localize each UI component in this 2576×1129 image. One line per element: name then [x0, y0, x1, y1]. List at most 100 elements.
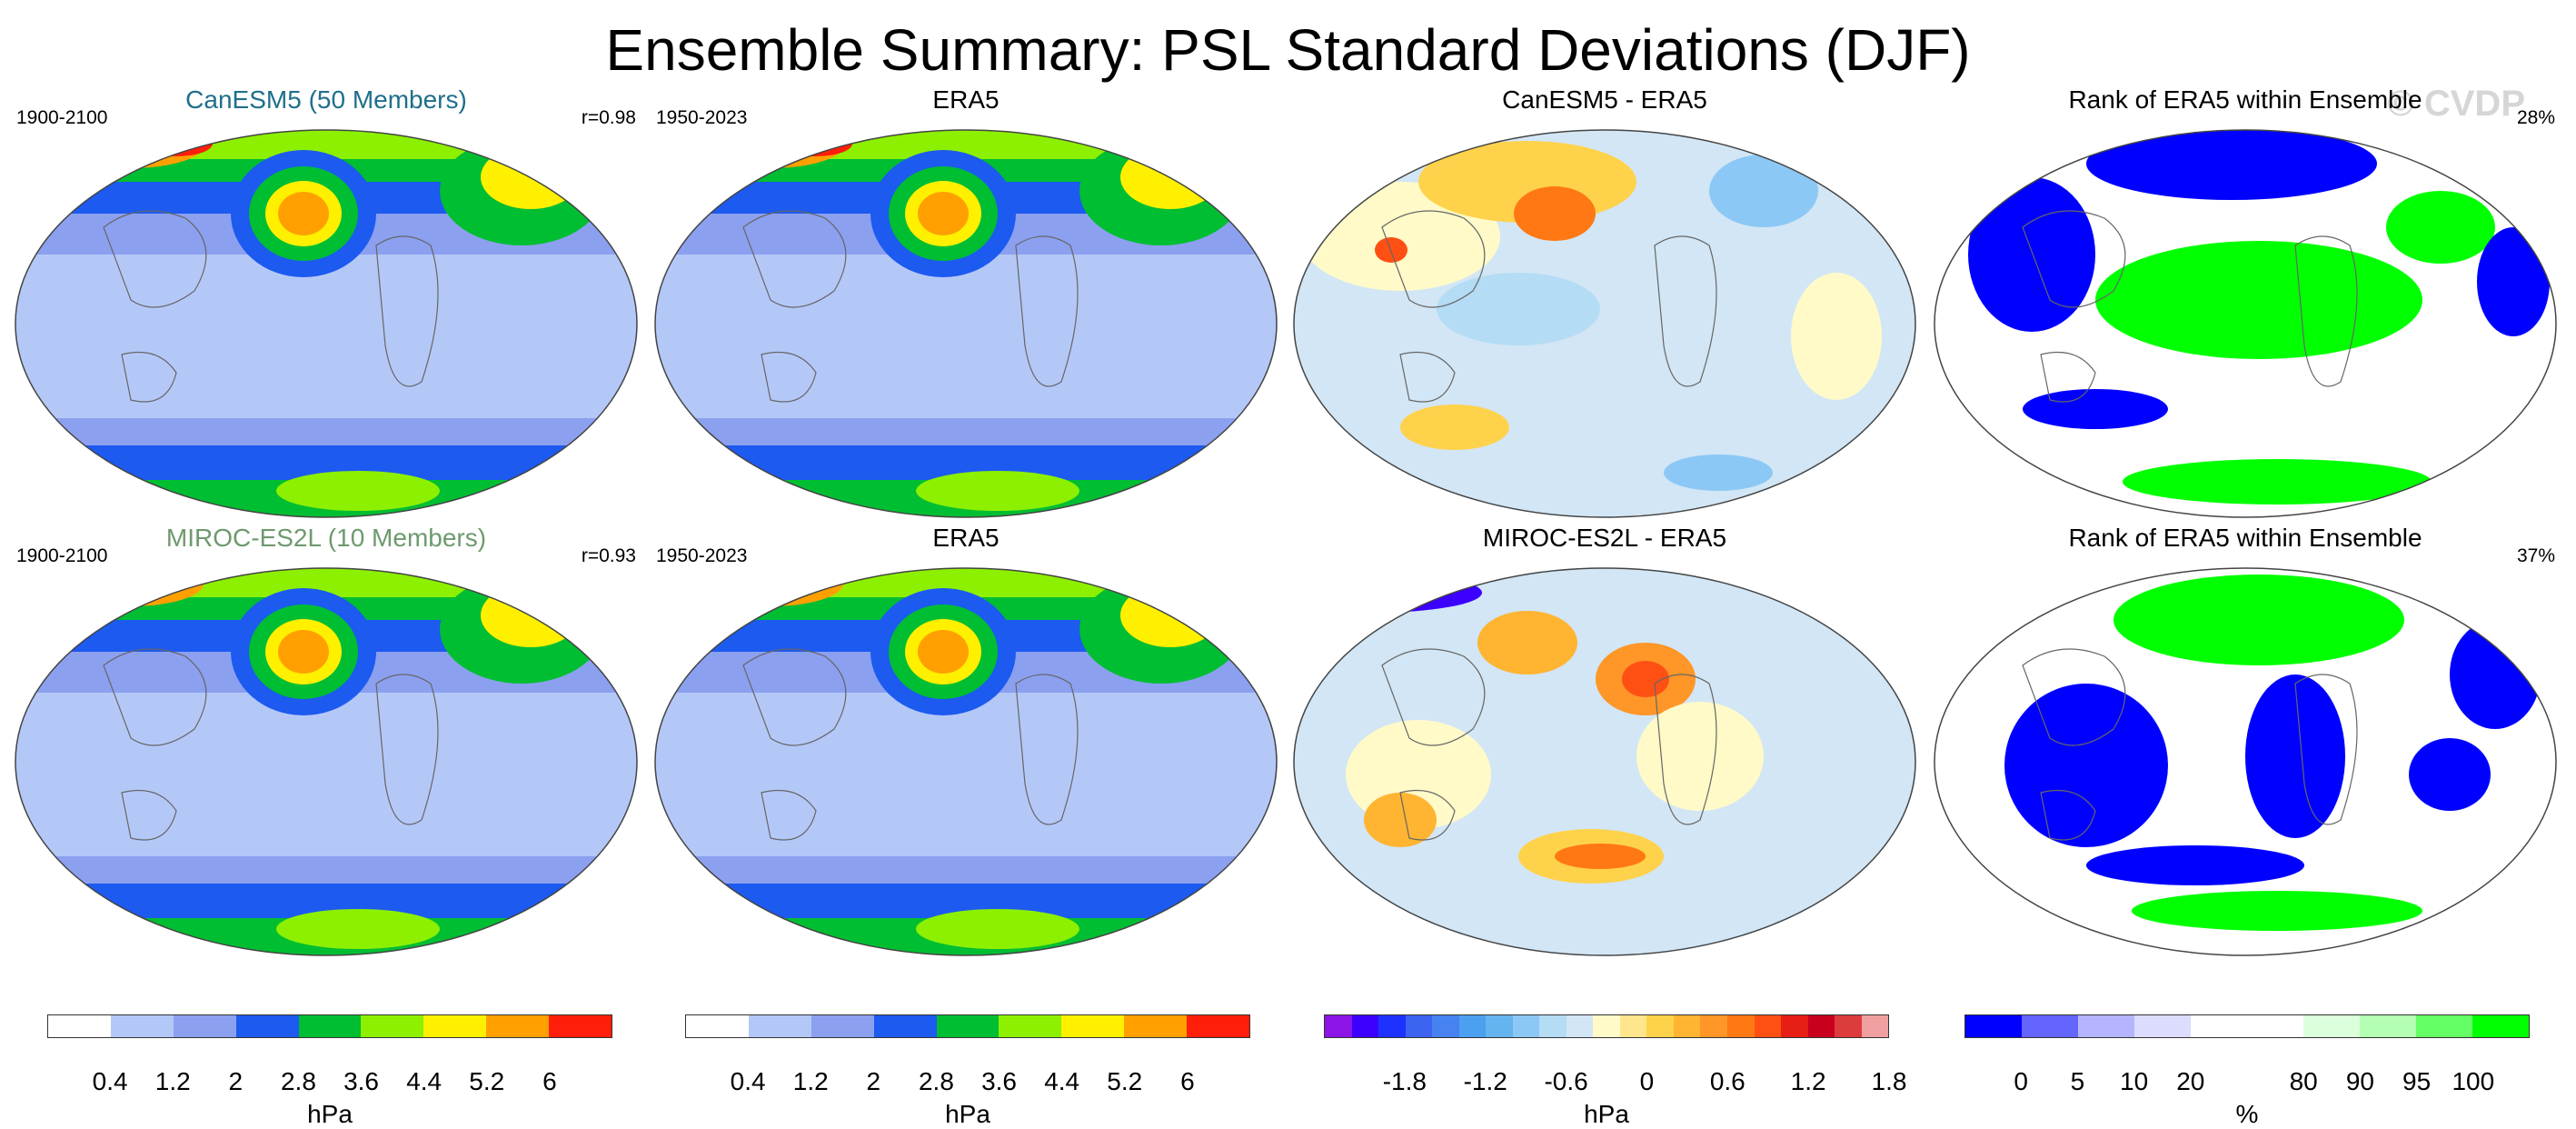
panel-title: MIROC-ES2L - ERA5 [1482, 524, 1727, 552]
anomaly-blob [1514, 186, 1596, 241]
pacific-max-orange [918, 192, 969, 235]
colorbar-tick-label: 1.8 [1871, 1067, 1907, 1095]
colorbar-tick-label: 3.6 [981, 1067, 1018, 1095]
anomaly-blob [1791, 273, 1882, 400]
colorbar-swatch [1593, 1015, 1620, 1037]
coastline-outline [103, 648, 439, 841]
colorbar-swatch [1781, 1015, 1808, 1037]
colorbar-tick-label: 2 [866, 1067, 881, 1095]
colorbar-tick-label: 100 [2452, 1067, 2495, 1095]
coastline-outline [742, 210, 1079, 403]
arctic-max-red [780, 131, 852, 156]
colorbar-swatch [686, 1015, 749, 1037]
colorbar-swatch [1965, 1015, 2022, 1037]
period-label: 1950-2023 [656, 545, 748, 566]
anomaly-blob [1400, 405, 1509, 450]
colorbar-swatch [361, 1015, 424, 1037]
rank-region [2409, 738, 2491, 811]
panel-title: ERA5 [932, 85, 1000, 114]
map-panel-rank [1934, 129, 2557, 518]
colorbar-tick-label: 95 [2402, 1067, 2432, 1095]
arctic-max-red [140, 131, 213, 156]
colorbar-tick-label: 80 [2289, 1067, 2318, 1095]
colorbar-swatches [47, 1014, 612, 1038]
coastline-outline [1381, 648, 1717, 841]
coastline-outline [2022, 210, 2358, 403]
stat-label: r=0.93 [581, 545, 636, 566]
colorbar-rank: 0 5 10 20 80 90 95 100% [1964, 1014, 2530, 1128]
rank-region [2114, 574, 2404, 665]
stat-label: r=0.98 [581, 107, 636, 128]
colorbar-tick-label: 20 [2176, 1067, 2205, 1095]
colorbar-swatch [1061, 1015, 1125, 1037]
colorbar-tick-label: -1.8 [1382, 1067, 1427, 1095]
colorbar-tick-label: -1.2 [1463, 1067, 1507, 1095]
colorbar-tick-label: 6 [1180, 1067, 1195, 1095]
colorbar-swatch [1673, 1015, 1701, 1037]
colorbar-swatch [1619, 1015, 1647, 1037]
colorbar-swatch [1539, 1015, 1566, 1037]
colorbar-swatch [1351, 1015, 1379, 1037]
colorbar-swatch [2416, 1015, 2472, 1037]
colorbar-swatch [2134, 1015, 2191, 1037]
map-panel-diff [1293, 567, 1916, 956]
rank-region [2450, 620, 2541, 729]
colorbar-tick-label: 0 [1639, 1067, 1655, 1095]
south-max-lime [916, 471, 1079, 511]
cvdp-watermark: © CVDP [2387, 84, 2525, 124]
colorbar-tick-label: 0.6 [1709, 1067, 1746, 1095]
map-panel-std [654, 129, 1278, 518]
map-border [654, 567, 1278, 956]
colorbar-diff: -1.8 -1.2 -0.6 0 0.6 1.2 1.8 hPa [1324, 1014, 1906, 1128]
rank-region [2086, 130, 2377, 200]
colorbar-tick-label: -0.6 [1544, 1067, 1588, 1095]
map-border [1934, 129, 2557, 518]
south-max-lime [276, 471, 440, 511]
colorbar-tick-label: 6 [542, 1067, 557, 1095]
rank-region [2023, 389, 2168, 429]
panel-title: ERA5 [932, 524, 1000, 552]
map-panel-std [654, 567, 1278, 956]
colorbar-swatch [1754, 1015, 1782, 1037]
rank-region [2245, 674, 2345, 838]
colorbar-swatch [873, 1015, 937, 1037]
coastline-outline [1381, 210, 1717, 403]
colorbar-tick-label: 2 [228, 1067, 244, 1095]
anomaly-blob [1664, 455, 1773, 491]
map-border [15, 129, 638, 518]
map-border [1293, 567, 1916, 956]
pacific-max-orange [278, 630, 329, 674]
map-border [654, 129, 1278, 518]
colorbar-swatch [2303, 1015, 2360, 1037]
coastline-outline [103, 210, 439, 403]
south-max-lime [916, 909, 1079, 949]
map-panel-std [15, 129, 638, 518]
colorbar-tick-label: 1.2 [1790, 1067, 1826, 1095]
rank-region [2386, 191, 2495, 264]
rank-region [2004, 684, 2168, 847]
colorbar-swatch [999, 1015, 1062, 1037]
figure-title: Ensemble Summary: PSL Standard Deviation… [605, 17, 1971, 83]
colorbar-swatch [2472, 1015, 2529, 1037]
rank-region [1968, 177, 2095, 332]
colorbar-swatch [549, 1015, 612, 1037]
colorbar-tick-label: 90 [2345, 1067, 2374, 1095]
south-max-lime [276, 909, 440, 949]
colorbar-tick-label: 2.8 [918, 1067, 954, 1095]
anomaly-blob [1555, 844, 1646, 869]
colorbar-std: 0.4 1.2 2 2.8 3.6 4.4 5.2 6 hPa [685, 1014, 1250, 1128]
colorbar-unit: hPa [1584, 1100, 1629, 1128]
anomaly-blob [1477, 611, 1577, 674]
colorbar-swatch [110, 1015, 174, 1037]
colorbar-tick-label: 5 [2070, 1067, 2085, 1095]
coastline-outline [742, 648, 1079, 841]
colorbar-tick-label: 2.8 [280, 1067, 316, 1095]
map-panel-std [15, 567, 638, 956]
panel-title: MIROC-ES2L (10 Members) [165, 524, 487, 552]
colorbar-tick-label: 5.2 [469, 1067, 505, 1095]
colorbar-swatch [2078, 1015, 2134, 1037]
colorbar-swatch [1807, 1015, 1835, 1037]
period-label: 1950-2023 [656, 107, 748, 128]
colorbar-tick-label: 0 [2014, 1067, 2028, 1095]
colorbar-unit: hPa [945, 1100, 990, 1128]
